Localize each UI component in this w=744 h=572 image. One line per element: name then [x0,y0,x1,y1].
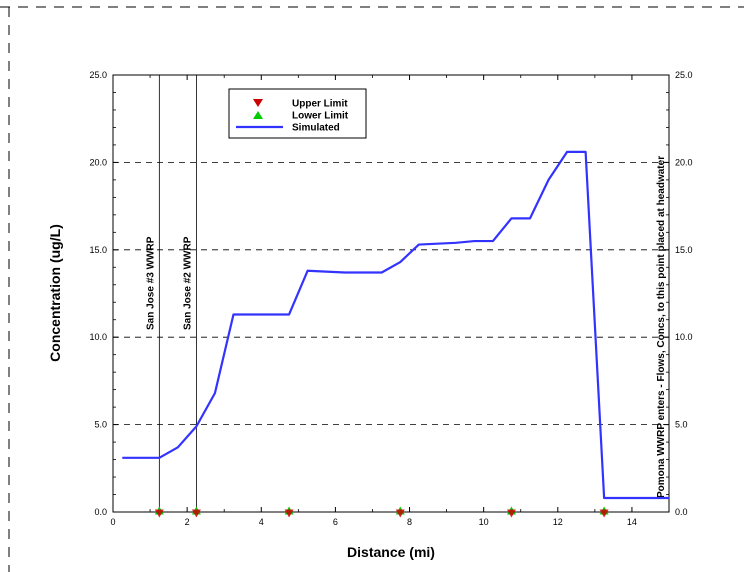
series [122,150,669,500]
x-tick-label-origin: 0 [110,517,115,527]
x-tick-label: 4 [259,517,264,527]
annotations: San Jose #3 WWRP San Jose #2 WWRP Pomona W… [145,75,667,512]
legend-box [228,88,367,139]
y-tick-label-right: 20.0 [675,157,693,167]
plot-frame [112,74,670,513]
annotation-label: Pomona WWRP enters - Flows, Concs, to th… [656,156,667,498]
y-tick-label-right: 10.0 [675,332,693,342]
y-axis-label: Concentration (ug/L) [47,224,63,362]
y-tick-label-left: 5.0 [94,420,107,430]
y-tick-label-right: 25.0 [675,70,693,80]
legend-marker-upper-limit [253,99,263,107]
marker-upper-limit [506,509,516,518]
legend-label: Upper Limit [292,99,348,110]
x-tick-label: 12 [553,517,563,527]
y-tick-label-left: 0.0 [94,507,107,517]
x-tick-label: 8 [407,517,412,527]
x-tick-label: 14 [627,517,637,527]
x-axis-label: Distance (mi) [347,544,435,560]
y-tick-label-left: 20.0 [89,157,107,167]
marker-upper-limit [599,509,609,518]
limit-markers [154,506,609,518]
y-tick-label-right: 5.0 [675,420,688,430]
marker-upper-limit [284,509,294,518]
y-tick-label-right: 0.0 [675,507,688,517]
y-tick-label-left: 25.0 [89,70,107,80]
grid-lines [113,161,669,426]
y-tick-label-right: 15.0 [675,245,693,255]
annotation-label: San Jose #2 WWRP [182,236,193,330]
marker-upper-limit [154,509,164,518]
legend-marker-lower-limit [253,111,263,119]
tick-labels: 0.0 0.0 5.0 5.0 10.0 10.0 15.0 15.0 20.0 20.0 25.0… [89,70,692,527]
marker-upper-limit [395,509,405,518]
y-tick-label-left: 15.0 [89,245,107,255]
x-tick-label: 10 [479,517,489,527]
series-line-simulated [122,150,669,500]
axis-ticks [113,74,669,513]
marker-upper-limit [191,509,201,518]
annotation-label: San Jose #3 WWRP [145,236,156,330]
x-tick-label: 2 [185,517,190,527]
legend-label: Simulated [292,123,340,134]
legend-label: Lower Limit [292,111,349,122]
x-tick-label: 6 [333,517,338,527]
y-tick-label-left: 10.0 [89,332,107,342]
